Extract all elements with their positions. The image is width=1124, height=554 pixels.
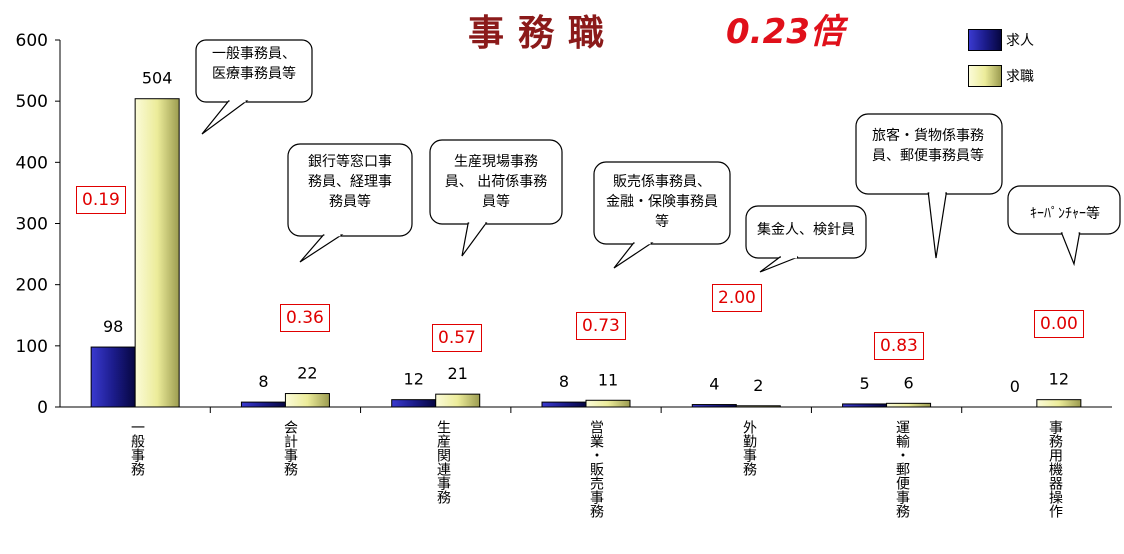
data-label: 12 — [404, 370, 424, 389]
callout-text: 生産現場事務 員、 出荷係事務 員等 — [444, 154, 548, 210]
callout-text: 銀行等窓口事 務員、経理事 務員等 — [308, 154, 392, 210]
callout-shapes — [195, 39, 1121, 273]
legend-label-job: 求人 — [1006, 33, 1034, 49]
callout-text: 販売係事務員、 金融・保険事務員 等 — [606, 174, 718, 230]
y-tick-label: 300 — [16, 215, 48, 235]
callout-bubble — [745, 205, 867, 259]
data-label: 8 — [258, 372, 268, 391]
bar-seek — [134, 98, 180, 408]
bars: 98 504 8 22 12 21 8 11 4 2 5 6 0 12 — [90, 69, 1082, 408]
callout-bubble — [593, 161, 731, 245]
legend-item-job: 求人 — [968, 28, 1050, 52]
callout-text: 集金人、検針員 — [757, 222, 855, 238]
data-label: 4 — [709, 375, 719, 394]
callout-text: 旅客・貨物係事務 員、郵便事務員等 — [872, 128, 984, 164]
category-label: 生産関連事務 — [435, 420, 451, 504]
category-label: 会計事務 — [282, 420, 298, 476]
bar-job — [240, 401, 286, 408]
callout-pointer — [299, 234, 344, 263]
category-label: 一般事務 — [129, 420, 145, 476]
bar-seek — [735, 405, 781, 408]
data-label: 2 — [753, 376, 763, 395]
ratio-box: 2.00 — [712, 284, 762, 312]
legend-swatch-job — [968, 29, 1002, 51]
y-tick-label: 200 — [16, 276, 48, 296]
data-label: 21 — [448, 364, 468, 383]
bar-job — [842, 403, 888, 408]
bar-job — [541, 401, 587, 408]
bar-seek — [435, 393, 481, 408]
bar-seek — [1036, 399, 1082, 408]
ratio-box: 0.19 — [76, 186, 126, 214]
y-tick-label: 100 — [16, 337, 48, 357]
callout-pointer — [613, 242, 654, 269]
callout-pointer — [759, 256, 799, 273]
callout-text: 一般事務員、 医療事務員等 — [212, 46, 296, 82]
legend: 求人 求職 — [968, 28, 1050, 100]
data-label: 8 — [559, 372, 569, 391]
bar-job — [691, 404, 737, 408]
callout-pointer — [927, 192, 948, 259]
title-main: 事務職 — [468, 13, 619, 54]
bar-job — [391, 399, 437, 408]
callout-bubble — [429, 139, 563, 225]
data-label: 98 — [103, 317, 123, 336]
data-label: 11 — [598, 370, 618, 389]
bar-job — [90, 346, 136, 408]
bar-seek — [585, 399, 631, 408]
category-label: 運輸・郵便事務 — [894, 420, 910, 518]
legend-label-seek: 求職 — [1006, 69, 1034, 85]
data-label: 22 — [297, 364, 317, 383]
chart-title: 事務職 0.23倍 — [400, 4, 870, 54]
legend-swatch-seek — [968, 65, 1002, 87]
axes: 0 100 200 300 400 500 600 — [16, 31, 1112, 418]
bar-seek — [284, 393, 330, 408]
callout-bubble — [287, 143, 413, 237]
data-label: 5 — [859, 374, 869, 393]
data-label: 6 — [903, 373, 913, 392]
data-label: 12 — [1049, 370, 1069, 389]
ratio-box: 0.73 — [576, 312, 626, 340]
ratio-box: 0.57 — [432, 324, 482, 352]
category-label: 営業・販売事務 — [588, 420, 604, 518]
data-label: 504 — [142, 69, 173, 88]
ratio-box: 0.00 — [1034, 310, 1084, 338]
callout-text: ｷｰﾊﾟﾝﾁｬｰ等 — [1030, 206, 1100, 222]
y-tick-label: 500 — [16, 92, 48, 112]
callout-pointer — [1060, 232, 1081, 267]
bar-seek — [886, 402, 932, 408]
callout-pointer — [201, 100, 249, 135]
y-tick-label: 600 — [16, 31, 48, 51]
y-tick-label: 0 — [37, 398, 48, 418]
callout-pointer — [461, 222, 488, 257]
category-label: 外勤事務 — [741, 420, 757, 476]
callout-bubble — [195, 39, 313, 103]
ratio-box: 0.36 — [280, 304, 330, 332]
ratio-box: 0.83 — [874, 332, 924, 360]
data-label: 0 — [1010, 377, 1020, 396]
legend-item-seek: 求職 — [968, 64, 1050, 88]
category-label: 事務用機器操作 — [1047, 420, 1063, 518]
y-tick-label: 400 — [16, 153, 48, 173]
title-ratio: 0.23倍 — [726, 12, 844, 52]
